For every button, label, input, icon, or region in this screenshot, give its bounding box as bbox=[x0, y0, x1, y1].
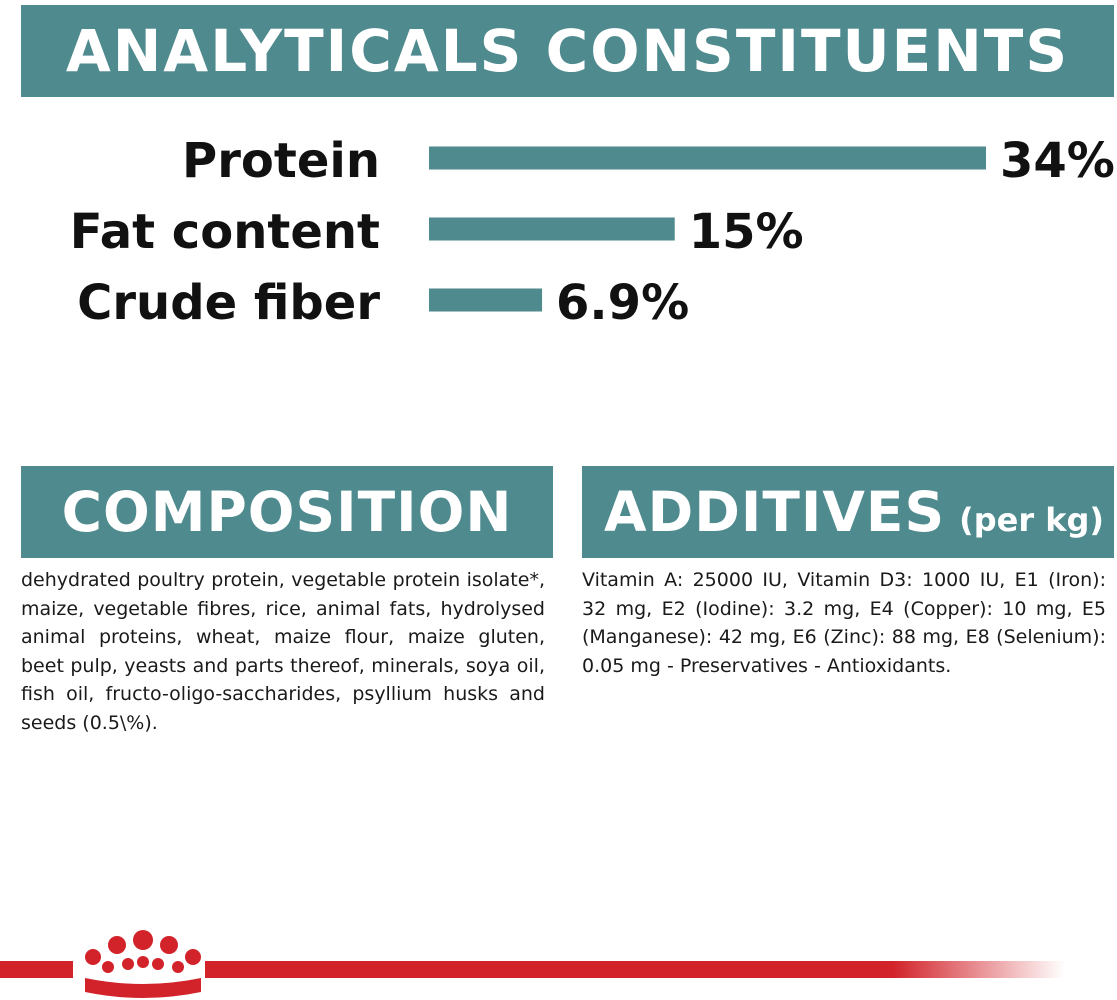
bar bbox=[429, 288, 543, 312]
additives-banner: ADDITIVES (per kg) bbox=[582, 466, 1114, 558]
composition-banner: COMPOSITION bbox=[21, 466, 553, 558]
additives-subtitle: (per kg) bbox=[959, 501, 1105, 539]
composition-title: COMPOSITION bbox=[61, 480, 513, 544]
additives-title: ADDITIVES bbox=[604, 480, 946, 544]
additives-text: Vitamin A: 25000 IU, Vitamin D3: 1000 IU… bbox=[582, 569, 1106, 677]
crown-icon bbox=[85, 930, 201, 998]
category-label: Crude fiber bbox=[77, 275, 380, 331]
footer-line-right bbox=[205, 961, 1065, 978]
bar bbox=[429, 146, 986, 170]
composition-text: dehydrated poultry protein, vegetable pr… bbox=[21, 569, 545, 734]
footer-line-left bbox=[0, 961, 73, 978]
value-label: 15% bbox=[689, 204, 804, 260]
category-label: Protein bbox=[182, 133, 380, 189]
analytics-title: ANALYTICALS CONSTITUENTS bbox=[65, 17, 1070, 85]
bar bbox=[429, 217, 675, 241]
value-label: 34% bbox=[1000, 133, 1115, 189]
nutrient-bar-chart: Protein 34% Fat content 15% Crude fiber 6.9% bbox=[70, 133, 1115, 331]
value-label: 6.9% bbox=[556, 275, 689, 331]
analytics-banner: ANALYTICALS CONSTITUENTS bbox=[21, 5, 1114, 97]
category-label: Fat content bbox=[70, 204, 380, 260]
